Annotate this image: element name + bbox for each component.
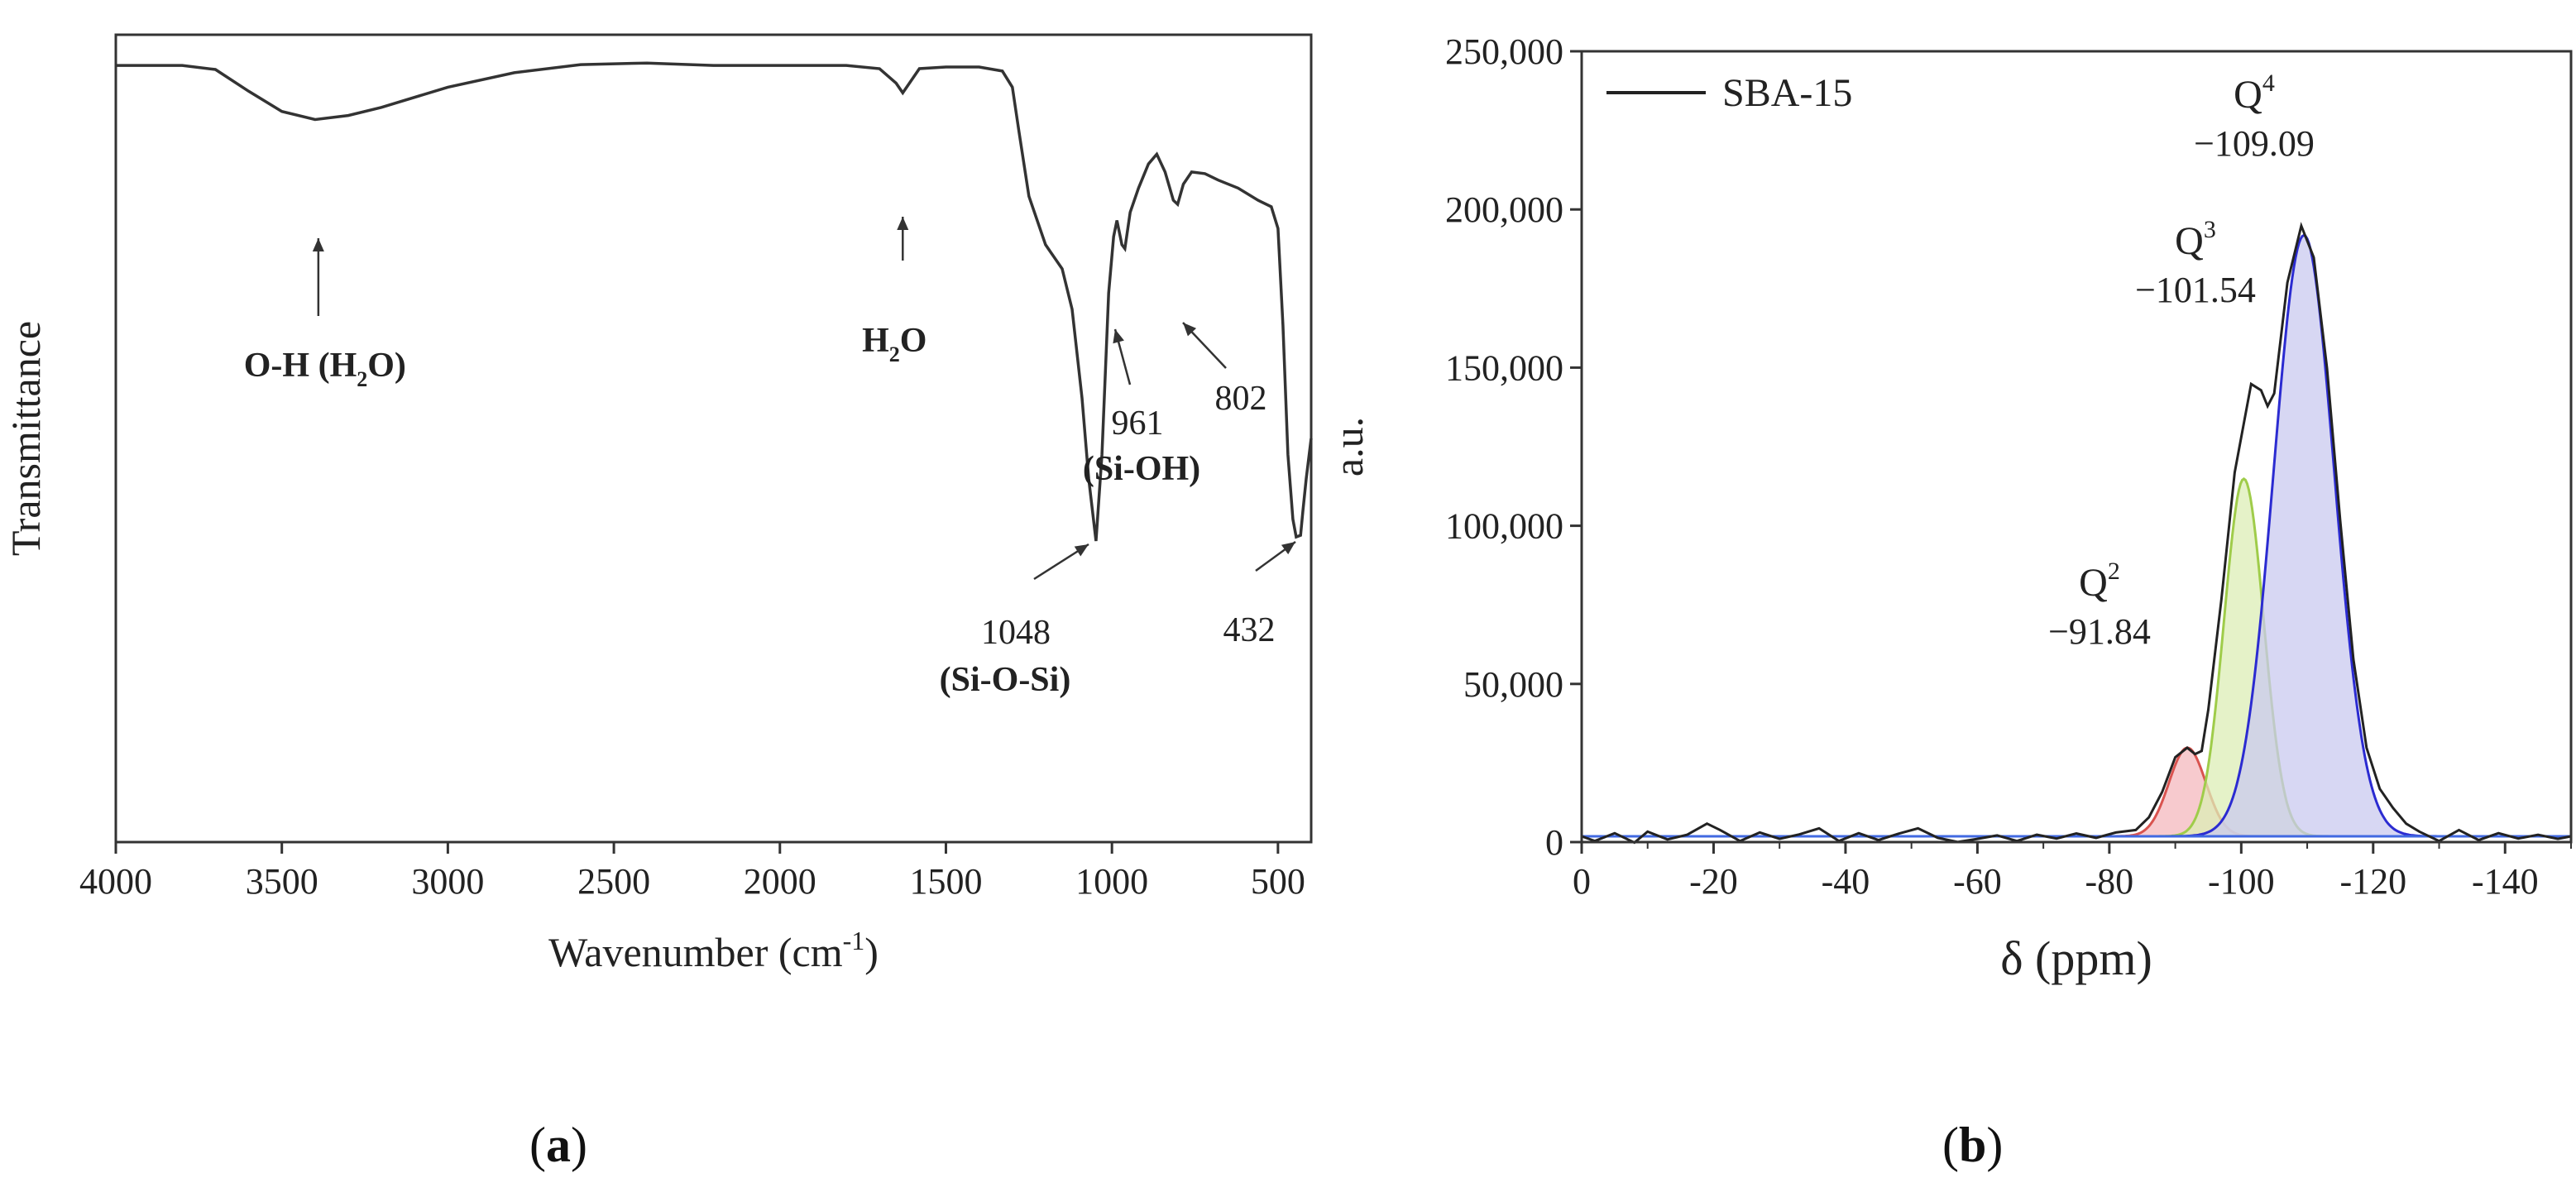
panel-label-b: (b) — [1942, 1118, 2004, 1172]
ftir-y-axis-label: Transmittance — [2, 321, 49, 556]
arrow-802-head — [1183, 323, 1197, 337]
x-tick-label-500: 500 — [1251, 861, 1305, 902]
x-tick-label--60: -60 — [1953, 861, 2002, 902]
annotation-q2-label: Q2 — [2079, 558, 2120, 605]
annotation-q3-value: −101.54 — [2135, 270, 2256, 310]
ftir-x-axis-label: Wavenumber (cm-1) — [548, 926, 879, 975]
y-tick-label-100000: 100,000 — [1445, 506, 1563, 547]
annotation-q4-value: −109.09 — [2194, 123, 2315, 164]
arrow-h2o-head — [897, 217, 909, 230]
arrow-1048-head — [1074, 544, 1089, 557]
x-tick-label-3000: 3000 — [411, 861, 484, 902]
x-tick-label--120: -120 — [2339, 861, 2406, 902]
x-tick-label--40: -40 — [1822, 861, 1870, 902]
nmr-sba15-line — [1581, 222, 2572, 845]
nmr-y-axis-label: a.u. — [1325, 417, 1372, 476]
component-fill-q3 — [2144, 478, 2344, 836]
y-tick-label-50000: 50,000 — [1463, 664, 1563, 705]
x-tick-label--140: -140 — [2472, 861, 2539, 902]
annotation-oh-h2o: O-H (H2O) — [244, 347, 406, 391]
nmr-axis-ticks: 0 -20 -40 -60 -80 -100 -120 -140 0 50,000 100,000 1… — [1445, 31, 2572, 902]
annotation-961: 961 — [1112, 405, 1164, 443]
y-tick-label-200000: 200,000 — [1445, 189, 1563, 230]
annotation-si-oh: (Si-OH) — [1083, 450, 1200, 488]
nmr-x-axis-label: δ (ppm) — [2000, 931, 2152, 985]
x-tick-label-4000: 4000 — [79, 861, 152, 902]
ftir-annotations: O-H (H2O) H2O 961 (Si-OH) 802 1048 (Si-O-Si) 43… — [244, 217, 1296, 699]
nmr-peak-annotations: Q2 −91.84 Q3 −101.54 Q4 −109.09 — [2048, 69, 2315, 652]
ftir-chart: 4000 3500 3000 2500 2000 1500 1000 500 O-H (H2O… — [2, 33, 1313, 975]
annotation-q2-value: −91.84 — [2048, 611, 2151, 652]
nmr-legend: SBA-15 — [1606, 71, 1852, 115]
x-tick-label-2500: 2500 — [577, 861, 650, 902]
x-tick-label--80: -80 — [2085, 861, 2134, 902]
annotation-1048: 1048 — [981, 614, 1051, 652]
annotation-432: 432 — [1223, 611, 1276, 649]
y-tick-label-250000: 250,000 — [1445, 31, 1563, 72]
nmr-plot-frame — [1580, 50, 2573, 844]
x-tick-label-0: 0 — [1573, 861, 1591, 902]
panel-label-a: (a) — [529, 1118, 587, 1172]
x-tick-label-1500: 1500 — [909, 861, 982, 902]
annotation-q4-label: Q4 — [2234, 69, 2275, 117]
component-fill-q2 — [2095, 747, 2280, 836]
arrow-oh-head — [312, 238, 324, 251]
x-tick-label-2000: 2000 — [744, 861, 816, 902]
ftir-x-ticks: 4000 3500 3000 2500 2000 1500 1000 500 — [79, 842, 1305, 902]
nmr-fitted-components — [2095, 233, 2456, 838]
annotation-802: 802 — [1215, 380, 1267, 418]
annotation-si-o-si: (Si-O-Si) — [940, 661, 1071, 699]
annotation-h2o: H2O — [862, 322, 926, 366]
nmr-chart: 0 -20 -40 -60 -80 -100 -120 -140 0 50,000 100,000 1… — [1325, 31, 2573, 985]
x-tick-label-3500: 3500 — [246, 861, 318, 902]
y-tick-label-150000: 150,000 — [1445, 347, 1563, 388]
y-tick-label-0: 0 — [1545, 822, 1563, 863]
legend-label-sba15: SBA-15 — [1722, 71, 1852, 115]
annotation-q3-label: Q3 — [2175, 216, 2216, 263]
x-tick-label--20: -20 — [1689, 861, 1738, 902]
x-tick-label-1000: 1000 — [1075, 861, 1148, 902]
ftir-spectrum-line — [116, 61, 1313, 542]
component-fill-q4 — [2152, 235, 2456, 836]
arrow-432-head — [1281, 542, 1295, 555]
x-tick-label--100: -100 — [2208, 861, 2275, 902]
arrow-961-head — [1113, 329, 1124, 344]
